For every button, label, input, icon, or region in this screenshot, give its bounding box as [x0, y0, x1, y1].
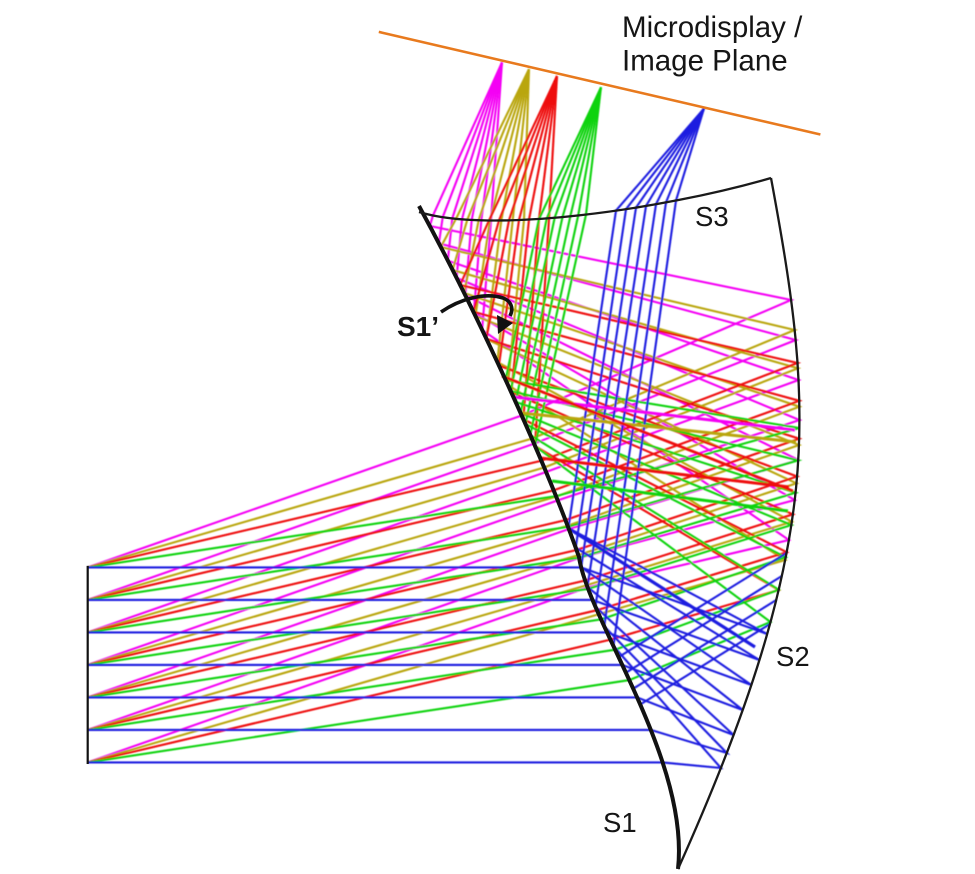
svg-text:S3: S3	[695, 201, 729, 232]
svg-text:S2: S2	[776, 641, 810, 672]
svg-text:S1: S1	[603, 807, 637, 838]
svg-text:S1’: S1’	[397, 311, 439, 342]
svg-text:Microdisplay /: Microdisplay /	[622, 11, 803, 44]
svg-text:Image Plane: Image Plane	[622, 45, 788, 78]
